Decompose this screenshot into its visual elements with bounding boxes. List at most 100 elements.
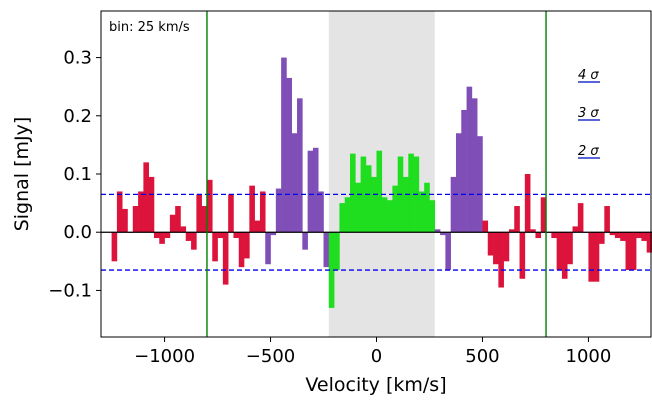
histogram-bar <box>323 232 330 268</box>
histogram-bar <box>482 220 489 233</box>
histogram-bar <box>599 232 605 244</box>
histogram-bar <box>577 203 584 233</box>
histogram-bar <box>556 232 563 271</box>
histogram-bar <box>408 153 414 233</box>
histogram-bar <box>143 162 149 233</box>
histogram-bar <box>440 232 446 236</box>
histogram-bar <box>270 232 277 236</box>
sigma-legend: 4 σ 3 σ 2 σ <box>578 68 599 159</box>
x-tick-label: 1000 <box>566 346 612 367</box>
x-tick-label: 0 <box>371 346 382 367</box>
histogram-bar <box>153 232 160 239</box>
histogram-bar <box>429 200 436 233</box>
histogram-bar <box>132 206 139 233</box>
histogram-bar <box>503 232 510 262</box>
x-tick-label: 500 <box>465 346 499 367</box>
histogram-bar <box>159 232 165 244</box>
histogram-bar <box>593 232 600 282</box>
histogram-bar <box>371 176 377 233</box>
histogram-bar <box>630 232 637 271</box>
y-tick-label: 0.2 <box>63 106 92 127</box>
histogram-bar <box>641 232 648 241</box>
histogram-bar <box>201 206 208 233</box>
histogram-bar <box>185 232 192 241</box>
histogram-bar <box>625 232 632 271</box>
histogram-bar <box>487 232 494 256</box>
histogram-bar <box>307 150 314 233</box>
histogram-bar <box>535 232 542 239</box>
lines-layer <box>101 11 652 337</box>
histogram-bar <box>116 191 123 233</box>
sigma-label-3: 3 σ <box>578 106 599 121</box>
histogram-bar <box>122 208 128 233</box>
histogram-bar <box>551 232 557 239</box>
histogram-bar <box>350 153 356 233</box>
histogram-bar <box>450 176 457 233</box>
sigma-label-2: 2 σ <box>578 144 599 159</box>
histogram-bar <box>265 232 271 265</box>
histogram-bar <box>355 182 361 233</box>
y-tick-label: 0.0 <box>63 222 92 243</box>
histogram-bar <box>418 191 425 233</box>
sigma-label-4: 4 σ <box>578 68 599 83</box>
histogram-bar <box>238 232 245 268</box>
histogram-bar <box>381 197 388 233</box>
histogram-bar <box>175 206 181 233</box>
histogram-bar <box>291 133 298 233</box>
histogram-bar <box>275 188 282 233</box>
histogram-bar <box>312 147 319 233</box>
histogram-bar <box>524 174 531 233</box>
bars-layer <box>111 57 652 308</box>
histogram-bar <box>376 150 383 233</box>
histogram-bar <box>471 98 478 233</box>
histogram-bar <box>620 232 626 241</box>
histogram-bar <box>233 232 240 239</box>
histogram-bar <box>530 229 536 233</box>
histogram-bar <box>169 214 176 233</box>
histogram-bar <box>514 206 520 233</box>
histogram-bar <box>138 191 144 233</box>
histogram-bar <box>365 165 372 233</box>
histogram-bar <box>614 232 621 239</box>
histogram-bar <box>217 232 224 239</box>
histogram-bar <box>424 182 430 233</box>
x-tick-label: −500 <box>246 346 295 367</box>
histogram-bar <box>180 226 187 233</box>
histogram-bar <box>604 206 610 233</box>
histogram-bar <box>572 226 579 233</box>
histogram-bar <box>387 200 393 233</box>
histogram-bar <box>567 232 573 265</box>
histogram-bar <box>297 98 303 233</box>
y-tick-label: −0.1 <box>48 280 92 301</box>
histogram-bar <box>455 133 462 233</box>
histogram-bar <box>328 232 335 308</box>
histogram-bar <box>540 197 547 233</box>
histogram-bar <box>191 232 197 250</box>
histogram-bar <box>228 194 234 233</box>
histogram-bar <box>344 197 351 233</box>
histogram-bar <box>222 232 229 285</box>
y-tick-label: 0.3 <box>63 48 92 69</box>
histogram-bar <box>281 57 287 233</box>
histogram-bar <box>508 229 515 233</box>
histogram-bar <box>244 232 250 259</box>
histogram-bar <box>360 156 367 233</box>
histogram-bar <box>111 232 118 262</box>
histogram-bar <box>164 232 171 239</box>
histogram-bar <box>206 179 213 233</box>
histogram-bar <box>402 176 409 233</box>
histogram-bar <box>519 232 526 279</box>
y-axis-title: Signal [mJy] <box>11 117 33 232</box>
histogram-bar <box>318 191 324 233</box>
histogram-bar <box>254 220 261 233</box>
histogram-bar <box>636 232 642 239</box>
histogram-bar <box>609 232 616 236</box>
histogram-bar <box>561 232 568 279</box>
histogram-bar <box>212 232 218 262</box>
histogram-bar <box>148 176 155 233</box>
histogram-bar <box>477 136 483 233</box>
histogram-bar <box>493 232 499 265</box>
histogram-bar <box>334 232 340 271</box>
histogram-bar <box>466 86 473 233</box>
